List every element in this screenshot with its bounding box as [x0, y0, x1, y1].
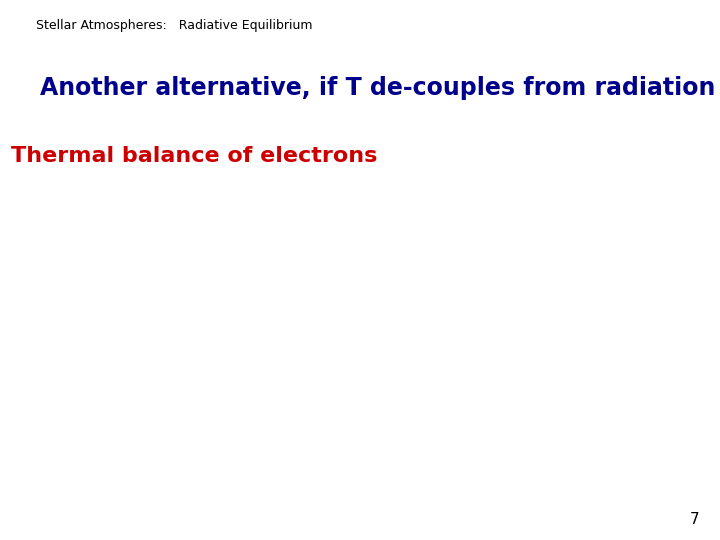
- Text: Stellar Atmospheres:   Radiative Equilibrium: Stellar Atmospheres: Radiative Equilibri…: [36, 19, 312, 32]
- Text: 7: 7: [690, 511, 700, 526]
- Text: Another alternative, if T de-couples from radiation field: Another alternative, if T de-couples fro…: [40, 76, 720, 99]
- Text: Thermal balance of electrons: Thermal balance of electrons: [11, 146, 377, 166]
